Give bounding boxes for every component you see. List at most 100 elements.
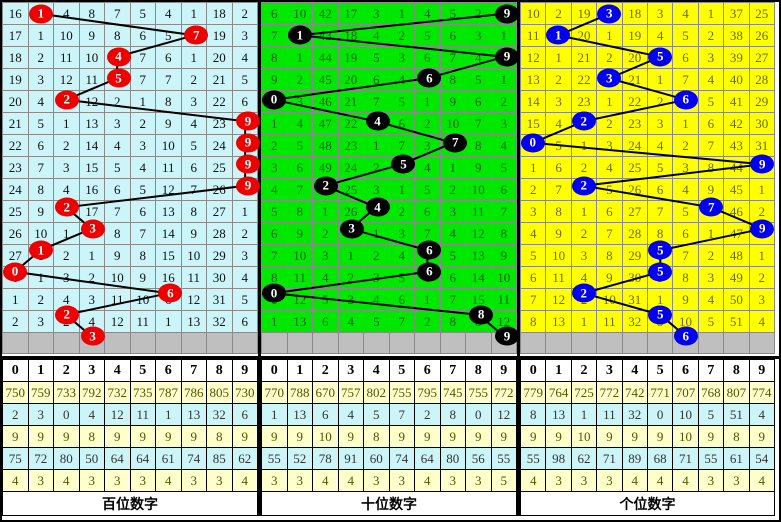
- stat-column-header[interactable]: 2: [53, 359, 80, 382]
- grid-cell: 3: [363, 266, 390, 289]
- stat-column-header[interactable]: 4: [363, 359, 390, 382]
- grid-cell: 47: [723, 222, 750, 245]
- grid-cell: 2: [312, 222, 339, 245]
- grid-cell: 5: [231, 68, 258, 91]
- stat-cell: 9: [286, 425, 313, 448]
- grid-cell: 9: [490, 46, 517, 69]
- stat-column-header[interactable]: 0: [261, 359, 288, 382]
- grid-cell: 4: [286, 112, 313, 135]
- stat-column-header[interactable]: 1: [27, 359, 54, 382]
- stat-cell: 52: [286, 447, 313, 470]
- stat-column-header[interactable]: 6: [672, 359, 699, 382]
- stat-column-header[interactable]: 4: [621, 359, 648, 382]
- grid-cell: 12: [286, 288, 313, 311]
- grid-row: 7 12 2 10 31 1 9 4 50 3: [519, 288, 776, 311]
- grid-cell: 4: [646, 24, 674, 47]
- stat-column-header[interactable]: 6: [414, 359, 441, 382]
- stat-cell: 74: [388, 447, 415, 470]
- stat-column-header[interactable]: 3: [78, 359, 105, 382]
- grid-cell: 31: [621, 288, 648, 311]
- stat-cell: 8: [78, 425, 105, 448]
- grid-cell: 11: [465, 200, 492, 223]
- stat-column-header[interactable]: 5: [129, 359, 156, 382]
- stat-body-hundreds: 0 1 2 3 4 5 6 7 8 9 750 759 733 792 732 735 787 786 805 730…: [2, 359, 258, 516]
- stat-cell: 750: [2, 381, 29, 404]
- grid-cell: 7: [439, 288, 466, 311]
- grid-cell: 2: [545, 68, 572, 91]
- grid-cell: 12: [53, 68, 80, 91]
- stat-column-header[interactable]: 9: [231, 359, 258, 382]
- stat-cell: 9: [231, 425, 258, 448]
- stat-column-header[interactable]: 8: [206, 359, 233, 382]
- grid-cell: 1: [697, 222, 725, 245]
- stat-cell: 50: [78, 447, 105, 470]
- grid-cell: 2: [414, 112, 441, 135]
- grid-cell: 44: [312, 46, 339, 69]
- stat-column-header[interactable]: 7: [697, 359, 725, 382]
- stat-cell: 807: [723, 381, 750, 404]
- grid-cell: 3: [104, 112, 131, 135]
- grid-cell: 8: [596, 244, 623, 267]
- stat-column-header[interactable]: 1: [286, 359, 313, 382]
- grid-cell: [363, 332, 390, 354]
- grid-cell: 14: [78, 134, 105, 157]
- stat-column-header[interactable]: 4: [104, 359, 131, 382]
- grid-cell: 7: [439, 134, 466, 157]
- grid-cell: 9: [286, 222, 313, 245]
- stat-column-header[interactable]: 8: [465, 359, 492, 382]
- grid-cell: 23: [621, 112, 648, 135]
- grid-row: 23 7 3 15 5 4 11 6 25 9: [2, 156, 258, 179]
- stat-body-units: 0 1 2 3 4 5 6 7 8 9 779 764 725 772 742 771 707 768 807 774…: [519, 359, 776, 516]
- stat-column-header[interactable]: 6: [155, 359, 182, 382]
- grid-cell: 7: [104, 2, 131, 25]
- grid-cell: 1: [748, 244, 776, 267]
- grid-cell: 5: [646, 46, 674, 69]
- stat-column-header[interactable]: 5: [388, 359, 415, 382]
- grid-cell: 4: [53, 288, 80, 311]
- stat-cell: 4: [672, 469, 699, 492]
- grid-cell: 13: [286, 310, 313, 333]
- stat-column-header[interactable]: 5: [646, 359, 674, 382]
- grid-cell: 3: [388, 46, 415, 69]
- stat-column-header[interactable]: 2: [312, 359, 339, 382]
- grid-cell: 3: [261, 156, 288, 179]
- grid-cell: [206, 332, 233, 354]
- grid-cell: 24: [206, 134, 233, 157]
- stat-cell: 55: [261, 447, 288, 470]
- grid-cell: 3: [78, 288, 105, 311]
- grid-cell: [414, 332, 441, 354]
- grid-cell: 11: [286, 266, 313, 289]
- stat-column-header[interactable]: 3: [337, 359, 364, 382]
- grid-cell: 7: [465, 112, 492, 135]
- grid-cell: 4: [155, 2, 182, 25]
- stat-column-header[interactable]: 2: [570, 359, 598, 382]
- grid-cell: 2: [519, 178, 547, 201]
- grid-cell: 2: [596, 112, 623, 135]
- grid-cell: 1: [388, 178, 415, 201]
- grid-cell: 2: [388, 24, 415, 47]
- grid-cell: 2: [180, 68, 207, 91]
- grid-cell: 2: [490, 90, 517, 113]
- stat-column-header[interactable]: 0: [2, 359, 29, 382]
- stat-column-header[interactable]: 7: [180, 359, 207, 382]
- stat-column-header[interactable]: 9: [490, 359, 517, 382]
- stat-cell: 4: [748, 403, 776, 426]
- grid-cell: 3: [312, 244, 339, 267]
- grid-cell: 5: [545, 134, 572, 157]
- trend-panels: 16 1 4 8 7 5 4 1 18 2 17 1 10 9 8 6 5 7 19 3 18 2 11 10 4 7 6 1 20 4 1…: [2, 2, 779, 356]
- stat-column-header[interactable]: 8: [723, 359, 750, 382]
- grid-cell: [672, 332, 699, 354]
- stat-column-header[interactable]: 0: [519, 359, 547, 382]
- grid-cell: 16: [2, 2, 29, 25]
- grid-cell: 6: [129, 200, 156, 223]
- stat-column-header[interactable]: 7: [439, 359, 466, 382]
- stat-cell: 9: [545, 425, 572, 448]
- stat-column-header[interactable]: 1: [545, 359, 572, 382]
- stat-column-header[interactable]: 9: [748, 359, 776, 382]
- grid-cell: 4: [180, 112, 207, 135]
- grid-cell: 6: [439, 24, 466, 47]
- stat-column-header[interactable]: 3: [596, 359, 623, 382]
- grid-cell: 6: [596, 200, 623, 223]
- grid-body-hundreds: 16 1 4 8 7 5 4 1 18 2 17 1 10 9 8 6 5 7 19 3 18 2 11 10 4 7 6 1 20 4 1…: [2, 2, 258, 354]
